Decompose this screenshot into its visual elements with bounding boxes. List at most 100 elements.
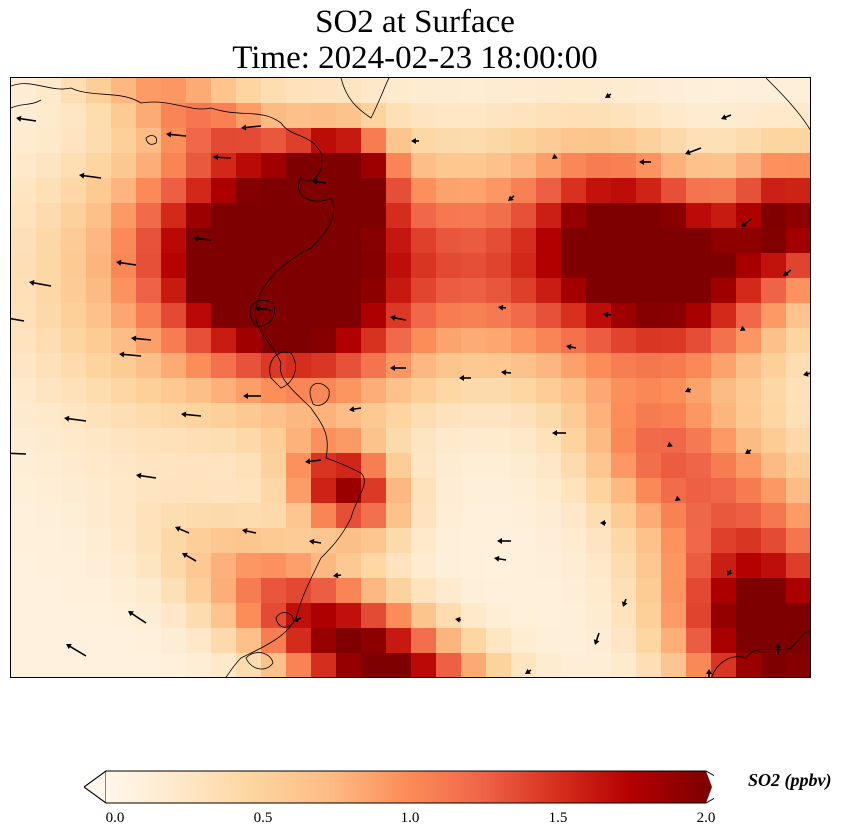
field-cell [411,553,437,579]
wind-vector [182,552,197,562]
field-cell [411,153,437,179]
field-cell [786,103,810,129]
wind-vector [803,370,810,377]
field-cell [111,328,137,354]
wind-vector [639,159,651,165]
field-cell [111,128,137,154]
field-cell [511,128,537,154]
field-cell [461,228,487,254]
field-cell [511,153,537,179]
field-cell [161,353,187,379]
field-cell [511,403,537,429]
field-cell [211,653,237,677]
colorbar-tick-label: 0.5 [253,810,273,826]
field-cell [786,203,810,229]
field-cell [586,403,612,429]
field-cell [211,628,237,654]
field-cell [36,528,62,554]
field-cell [486,453,512,479]
wind-vector [255,305,272,312]
field-cell [561,453,587,479]
field-cell [586,378,612,404]
field-cell [636,153,662,179]
field-cell [611,453,637,479]
field-cell [236,428,262,454]
wind-vector [16,115,37,122]
field-cell [461,553,487,579]
field-cell [36,428,62,454]
field-cell [86,378,112,404]
field-cell [361,428,387,454]
field-cell [411,353,437,379]
field-cell [61,303,87,329]
field-cell [336,103,362,129]
field-cell [461,253,487,279]
field-cell [486,328,512,354]
field-cell [411,603,437,629]
field-cell [186,628,212,654]
field-cell [311,628,337,654]
field-cell [161,453,187,479]
field-cell [586,653,612,677]
field-cell [336,628,362,654]
field-cell [361,653,387,677]
field-cell [786,478,810,504]
field-cell [761,153,787,179]
field-cell [561,553,587,579]
field-cell [686,278,712,304]
field-cell [611,528,637,554]
field-cell [511,578,537,604]
field-cell [786,228,810,254]
wind-vector [508,195,515,201]
colorbar-extend-min [84,770,107,804]
field-cell [711,378,737,404]
wind-vector [552,430,566,436]
field-cell [536,278,562,304]
field-cell [511,253,537,279]
field-cell [36,628,62,654]
field-cell [561,578,587,604]
field-cell [236,378,262,404]
field-cell [436,403,462,429]
field-cell [511,228,537,254]
field-cell [636,128,662,154]
field-cell [111,553,137,579]
coastline-layer [11,78,810,677]
field-cell [686,478,712,504]
field-cell [386,178,412,204]
field-cell [536,653,562,677]
field-cell [436,553,462,579]
field-cell [511,278,537,304]
field-cell [336,578,362,604]
field-cell [361,103,387,129]
field-cell [11,653,37,677]
field-cell [161,528,187,554]
wind-vector [136,472,157,479]
field-cell [36,128,62,154]
field-cell [61,353,87,379]
field-cell [536,528,562,554]
field-cell [436,378,462,404]
field-cell [36,453,62,479]
field-cell [86,153,112,179]
coastline [711,631,810,677]
field-cell [86,403,112,429]
wind-vector [497,538,511,544]
field-cell [411,328,437,354]
field-cell [611,553,637,579]
wind-vector [64,415,87,422]
colorbar-tick-label: 1.0 [400,810,420,826]
field-cell [36,103,62,129]
field-cell [761,603,787,629]
field-cell [436,153,462,179]
wind-vector [706,669,712,677]
field-cell [486,628,512,654]
field-cell [611,653,637,677]
field-cell [536,453,562,479]
field-cell [286,528,312,554]
field-cell [761,453,787,479]
field-cell [136,553,162,579]
field-cell [311,578,337,604]
field-cell [336,328,362,354]
field-cell [386,128,412,154]
